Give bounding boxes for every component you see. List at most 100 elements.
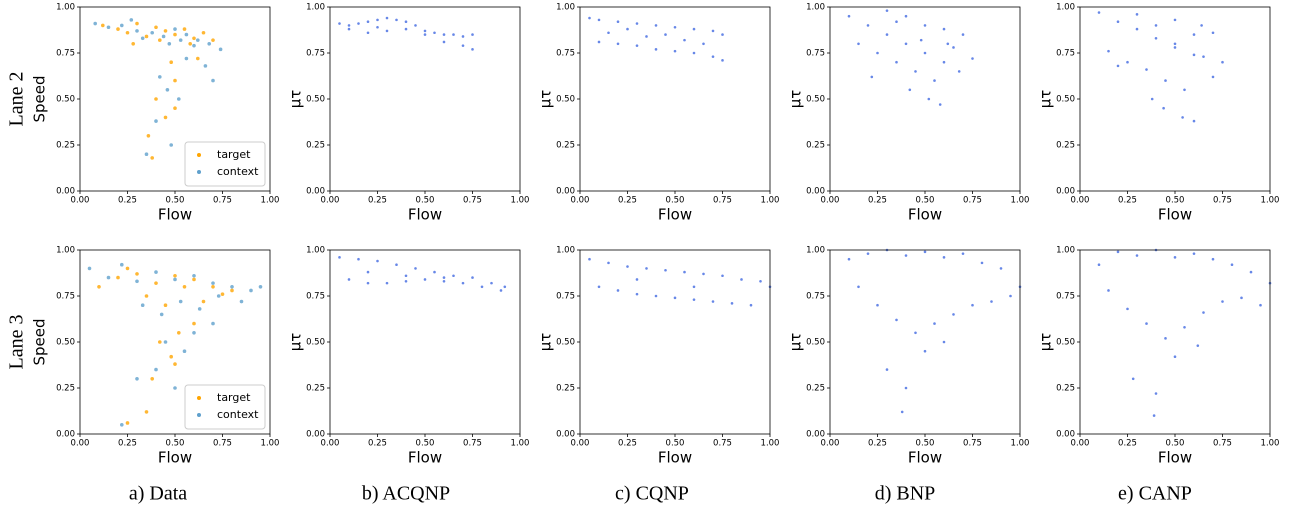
point xyxy=(192,331,196,335)
point xyxy=(749,303,753,307)
point xyxy=(125,266,130,271)
point xyxy=(97,285,101,289)
plot-frame xyxy=(579,249,771,435)
point xyxy=(654,48,658,51)
point xyxy=(1173,42,1177,46)
y-axis-label: μτ xyxy=(537,333,555,352)
point xyxy=(1221,60,1224,64)
point xyxy=(1183,325,1186,329)
point xyxy=(616,289,620,292)
y-tick-label: 1.00 xyxy=(806,246,825,256)
row-label: Lane 2 xyxy=(6,72,28,127)
point xyxy=(664,33,667,36)
point xyxy=(216,294,221,298)
point xyxy=(971,57,974,60)
point xyxy=(895,20,898,24)
point xyxy=(885,33,889,36)
point xyxy=(654,294,658,298)
y-tick-label: 0.00 xyxy=(56,430,75,440)
point xyxy=(87,266,92,271)
point xyxy=(914,70,917,73)
legend-marker xyxy=(197,153,201,157)
y-tick-label: 0.75 xyxy=(56,292,75,302)
y-tick-label: 1.00 xyxy=(306,3,325,13)
point xyxy=(711,300,715,303)
point xyxy=(230,285,234,289)
point xyxy=(692,27,696,31)
point xyxy=(249,288,253,293)
y-tick-label: 0.25 xyxy=(806,384,825,394)
point xyxy=(895,318,898,322)
point xyxy=(908,88,912,92)
point xyxy=(635,44,639,47)
point xyxy=(692,285,696,289)
point xyxy=(904,42,908,46)
point xyxy=(129,18,134,22)
x-axis-label: Flow xyxy=(908,206,942,224)
point xyxy=(177,97,181,101)
x-tick-label: 0.25 xyxy=(618,439,637,449)
y-axis-label: μτ xyxy=(787,333,805,352)
point xyxy=(433,270,436,274)
point xyxy=(942,27,946,31)
x-axis-label: Flow xyxy=(158,449,192,467)
point xyxy=(1116,64,1120,68)
y-tick-label: 0.00 xyxy=(806,430,825,440)
x-tick-label: 1.00 xyxy=(261,439,280,449)
point xyxy=(673,25,677,29)
y-tick-label: 0.50 xyxy=(806,95,825,105)
point xyxy=(1249,270,1253,274)
point xyxy=(895,60,898,64)
y-tick-label: 0.50 xyxy=(306,95,325,105)
y-tick-label: 0.25 xyxy=(306,141,325,151)
point xyxy=(692,298,696,301)
point xyxy=(1192,119,1196,123)
point xyxy=(163,29,168,33)
point xyxy=(919,38,923,42)
point xyxy=(597,40,601,44)
point xyxy=(154,270,158,274)
point xyxy=(347,27,351,31)
point xyxy=(150,377,154,381)
point xyxy=(914,331,917,335)
point xyxy=(933,79,936,82)
point xyxy=(1126,60,1129,64)
x-tick-label: 0.75 xyxy=(713,196,732,206)
point xyxy=(385,29,389,33)
point xyxy=(154,119,158,123)
point xyxy=(140,36,145,41)
point xyxy=(626,265,629,268)
point xyxy=(144,410,149,414)
point xyxy=(163,115,168,120)
caption: a) Data xyxy=(129,483,187,505)
y-tick-label: 0.75 xyxy=(806,49,825,59)
point xyxy=(192,277,196,282)
point xyxy=(857,42,860,46)
point xyxy=(499,289,503,292)
point xyxy=(140,303,145,308)
y-tick-label: 0.75 xyxy=(806,292,825,302)
point xyxy=(990,300,993,303)
point xyxy=(120,23,124,28)
point xyxy=(702,272,705,276)
x-tick-label: 0.00 xyxy=(821,196,840,206)
point xyxy=(144,34,149,39)
point xyxy=(1164,79,1167,82)
x-tick-label: 0.25 xyxy=(868,196,887,206)
x-tick-label: 0.00 xyxy=(571,196,590,206)
x-tick-label: 1.00 xyxy=(1261,196,1280,206)
x-tick-label: 0.75 xyxy=(463,196,482,206)
point xyxy=(135,21,139,26)
y-tick-label: 0.00 xyxy=(56,187,75,197)
point xyxy=(433,31,436,35)
point xyxy=(1200,24,1203,27)
point xyxy=(711,55,715,58)
x-axis-label: Flow xyxy=(658,206,692,224)
point xyxy=(673,49,677,53)
y-tick-label: 0.75 xyxy=(556,292,575,302)
point xyxy=(938,103,942,106)
x-tick-label: 0.75 xyxy=(213,439,232,449)
caption: d) BNP xyxy=(875,483,936,505)
point xyxy=(645,35,648,38)
point xyxy=(239,299,244,304)
